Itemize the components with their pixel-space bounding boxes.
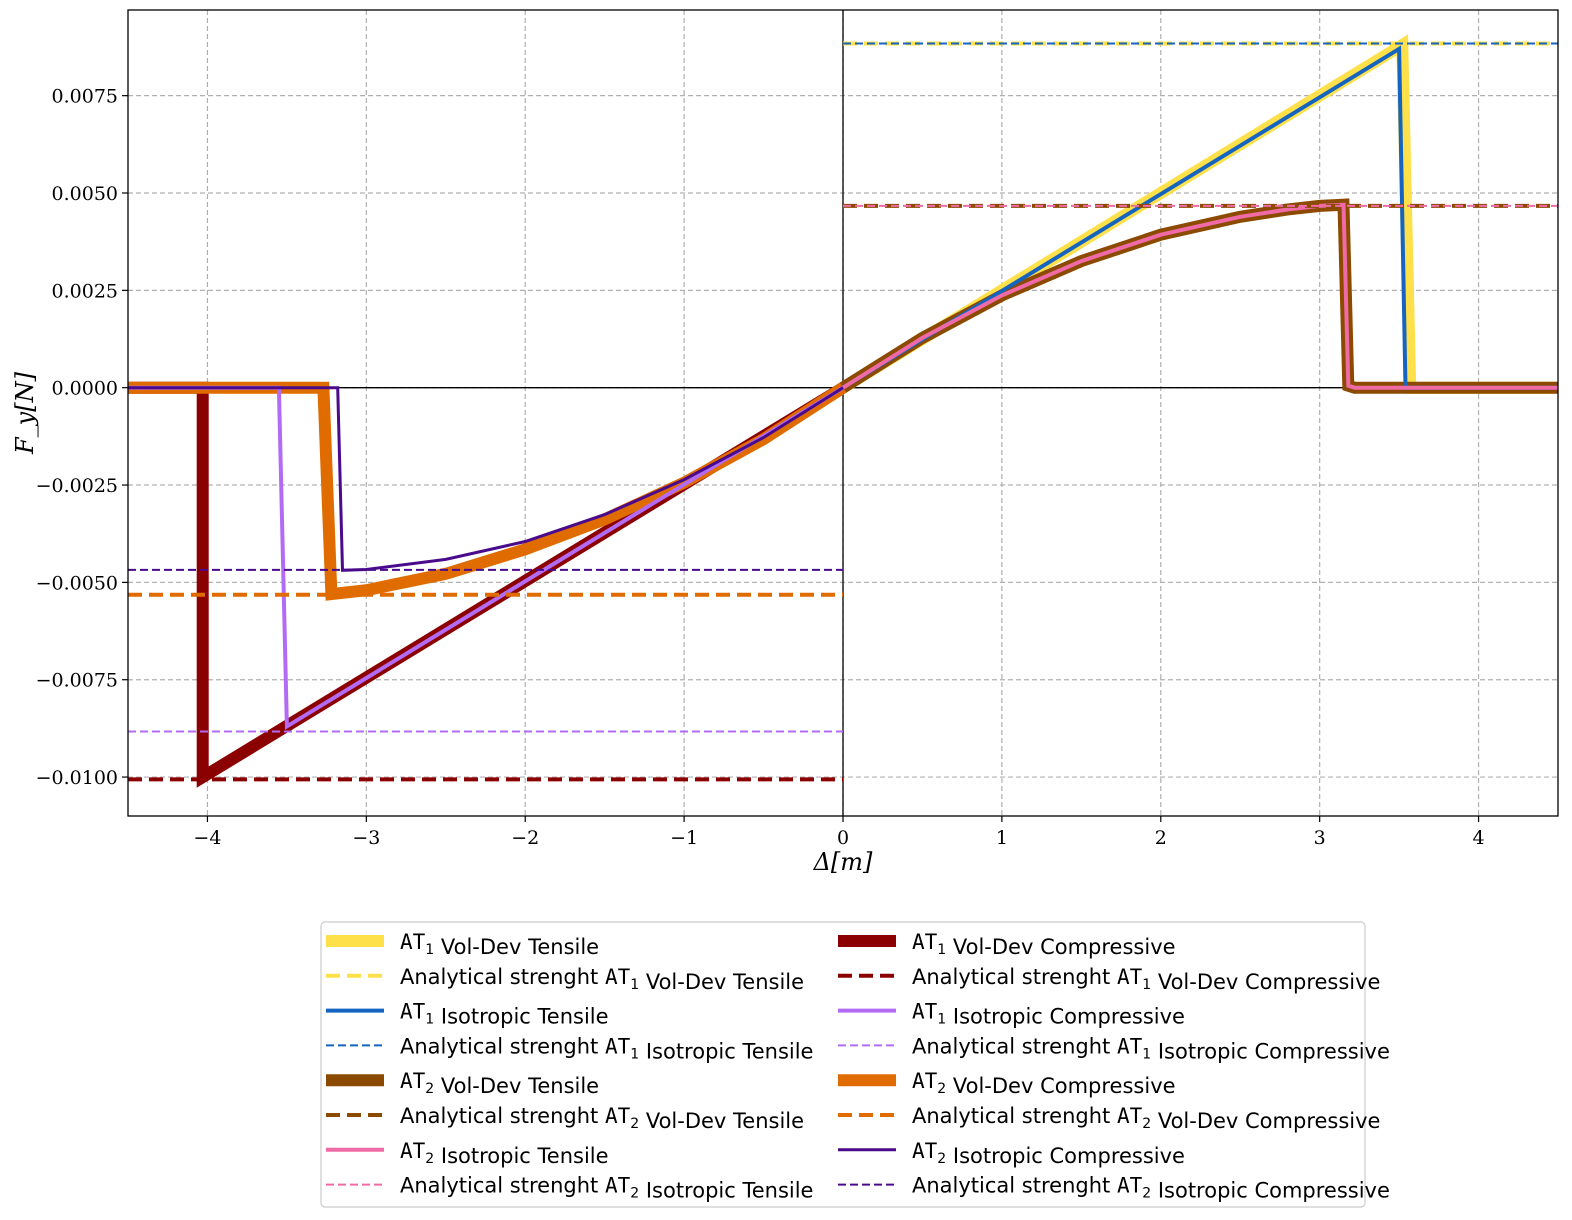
- legend-label: Analytical strenght AT1 Vol-Dev Tensile: [400, 965, 804, 994]
- legend-label: AT2 Isotropic Tensile: [400, 1139, 609, 1168]
- legend-box: [320, 921, 1366, 1208]
- x-tick-label: −3: [352, 827, 380, 849]
- legend-label: AT1 Vol-Dev Compressive: [912, 930, 1176, 959]
- legend-label: AT1 Isotropic Tensile: [400, 1000, 609, 1029]
- legend-label: AT2 Vol-Dev Compressive: [912, 1069, 1176, 1098]
- legend-label: Analytical strenght AT1 Vol-Dev Compress…: [912, 965, 1380, 994]
- y-tick-label: −0.0075: [36, 670, 118, 692]
- y-tick-label: −0.0100: [36, 767, 118, 789]
- y-tick-label: 0.0075: [52, 86, 118, 108]
- series-layer: [128, 34, 1558, 788]
- y-axis-title: F_y[N]: [11, 371, 39, 455]
- y-tick-label: −0.0050: [36, 572, 118, 594]
- x-tick-label: 0: [837, 827, 849, 849]
- legend-label: Analytical strenght AT2 Vol-Dev Tensile: [400, 1104, 804, 1133]
- x-tick-label: −1: [670, 827, 698, 849]
- x-tick-label: −2: [511, 827, 539, 849]
- x-tick-label: −4: [193, 827, 221, 849]
- x-tick-label: 3: [1314, 827, 1326, 849]
- series-at1-vol-dev-tensile: [839, 34, 1558, 394]
- series-at2-vol-dev-compressive: [128, 381, 847, 601]
- legend-label: Analytical strenght AT1 Isotropic Tensil…: [400, 1034, 813, 1063]
- x-tick-label: 1: [996, 827, 1008, 849]
- legend-label: Analytical strenght AT2 Vol-Dev Compress…: [912, 1104, 1380, 1133]
- legend-label: AT2 Vol-Dev Tensile: [400, 1069, 599, 1098]
- legend-label: AT1 Vol-Dev Tensile: [400, 930, 599, 959]
- y-tick-label: 0.0025: [52, 280, 118, 302]
- legend: AT1 Vol-Dev Tensile Analytical strenght A…: [320, 921, 1390, 1208]
- legend-label: Analytical strenght AT2 Isotropic Compre…: [912, 1174, 1390, 1203]
- legend-label: Analytical strenght AT2 Isotropic Tensil…: [400, 1174, 813, 1203]
- legend-label: AT2 Isotropic Compressive: [912, 1139, 1185, 1168]
- x-tick-label: 2: [1155, 827, 1167, 849]
- y-tick-label: 0.0050: [52, 183, 118, 205]
- legend-label: Analytical strenght AT1 Isotropic Compre…: [912, 1034, 1390, 1063]
- series-at2-isotropic-compressive: [128, 386, 844, 572]
- y-tick-label: 0.0000: [52, 378, 118, 400]
- x-tick-label: 4: [1473, 827, 1485, 849]
- series-at2-vol-dev-tensile: [839, 198, 1558, 394]
- series-at2-isotropic-tensile: [841, 202, 1558, 390]
- axes: −4 −3 −2 −1 0 1 2 3 4 0.0075 0.0050 0.0025 0.0000 −0.…: [11, 9, 1559, 876]
- legend-label: AT1 Isotropic Compressive: [912, 1000, 1185, 1029]
- y-tick-label: −0.0025: [36, 475, 118, 497]
- x-axis-title: Δ[m]: [813, 848, 873, 876]
- series-at1-isotropic-tensile: [841, 45, 1558, 390]
